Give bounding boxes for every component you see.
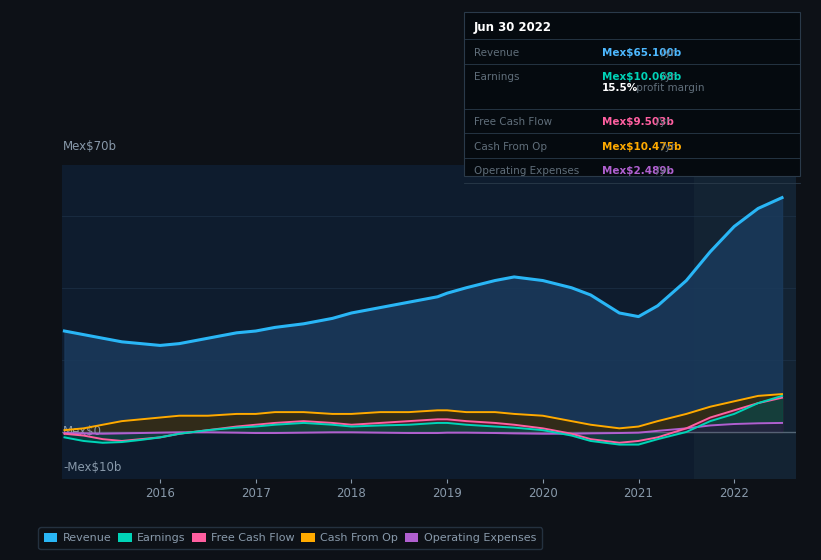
Text: /yr: /yr [653, 166, 670, 176]
Text: -Mex$10b: -Mex$10b [63, 461, 122, 474]
Text: Jun 30 2022: Jun 30 2022 [474, 21, 552, 35]
Text: /yr: /yr [653, 117, 670, 127]
Text: Mex$10.068b: Mex$10.068b [602, 72, 681, 82]
Text: Mex$2.489b: Mex$2.489b [602, 166, 674, 176]
Text: Free Cash Flow: Free Cash Flow [474, 117, 552, 127]
Bar [694, 165, 796, 479]
Text: Revenue: Revenue [474, 48, 519, 58]
Text: /yr: /yr [658, 48, 675, 58]
Text: Mex$65.100b: Mex$65.100b [602, 48, 681, 58]
Text: /yr: /yr [658, 72, 675, 82]
Text: Mex$0: Mex$0 [63, 426, 102, 438]
Text: Mex$9.503b: Mex$9.503b [602, 117, 674, 127]
Text: Operating Expenses: Operating Expenses [474, 166, 579, 176]
Text: Mex$70b: Mex$70b [63, 139, 117, 153]
Text: /yr: /yr [658, 142, 675, 152]
Text: Mex$10.475b: Mex$10.475b [602, 142, 681, 152]
Legend: Revenue, Earnings, Free Cash Flow, Cash From Op, Operating Expenses: Revenue, Earnings, Free Cash Flow, Cash … [39, 528, 542, 549]
Text: Cash From Op: Cash From Op [474, 142, 547, 152]
Text: 15.5%: 15.5% [602, 83, 638, 94]
Text: Earnings: Earnings [474, 72, 519, 82]
Text: profit margin: profit margin [633, 83, 704, 94]
